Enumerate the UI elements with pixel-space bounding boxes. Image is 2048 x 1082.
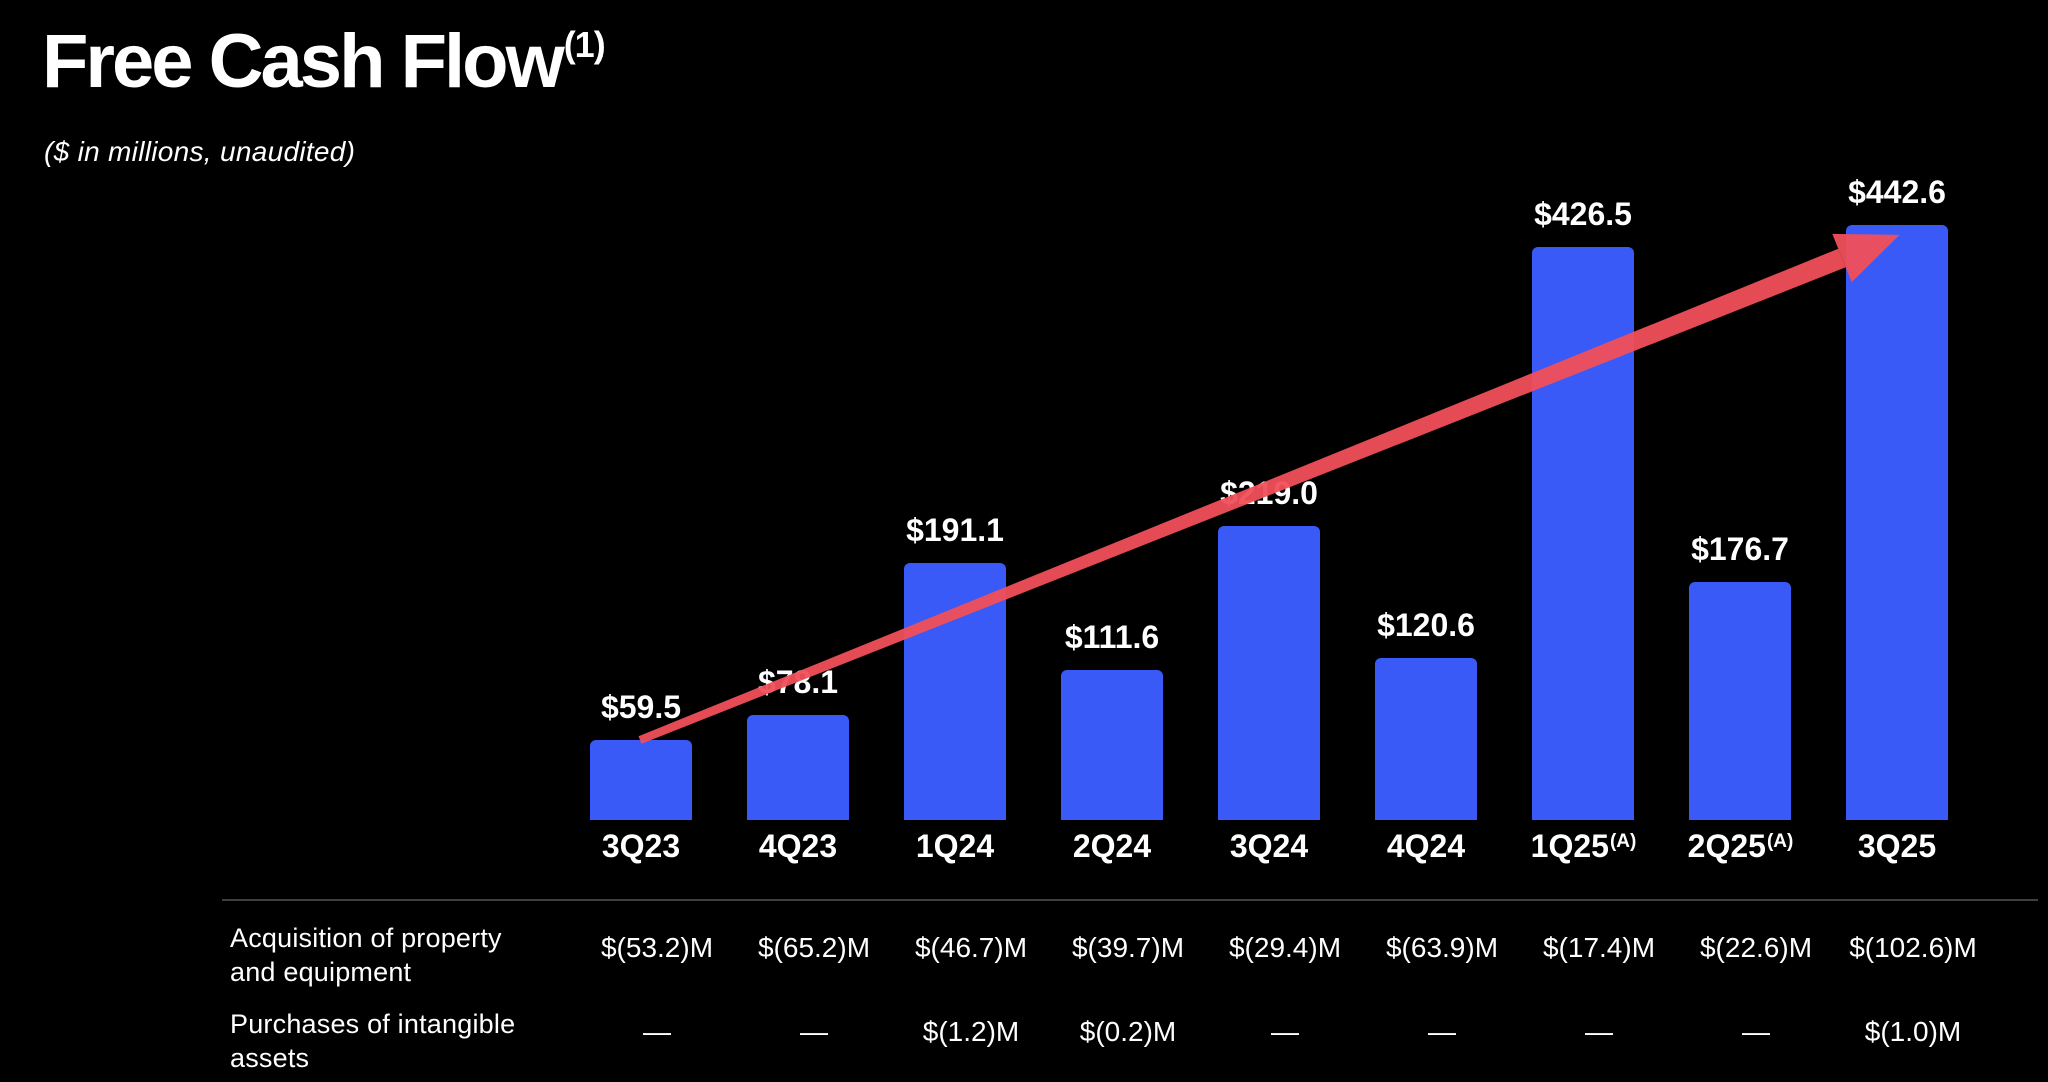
table-row-label: Purchases of intangible assets [230,1009,516,1073]
x-axis-label-text: 1Q24 [915,828,995,864]
bar-value-label: $426.5 [1534,195,1632,232]
x-axis-footnote-marker: (A) [1766,831,1794,853]
x-axis-label: 2Q24 [1073,828,1151,865]
title-text: Free Cash Flow [42,19,565,104]
x-axis-label: 1Q25(A) [1530,828,1637,865]
table-cell: $(53.2)M [600,932,714,963]
bar-3Q25 [1846,225,1948,820]
subtitle: ($ in millions, unaudited) [44,136,356,167]
page-title: Free Cash Flow(1) [42,18,606,105]
x-axis-label-text: 2Q24 [1072,828,1152,864]
x-axis-label-text: 3Q24 [1229,828,1309,864]
table-cell: — [1428,1016,1456,1047]
x-axis-label: 4Q24 [1387,828,1465,865]
table-cell: $(65.2)M [757,932,871,963]
table-cell: $(22.6)M [1699,932,1813,963]
x-axis-label: 1Q24 [916,828,994,865]
x-axis-label-text: 3Q25 [1857,828,1937,864]
table-cell: $(29.4)M [1228,932,1342,963]
x-axis-label-text: 4Q23 [758,828,838,864]
x-axis-label-text: 2Q25 [1687,828,1766,864]
table-cell: $(63.9)M [1385,932,1499,963]
x-axis-label-text: 3Q23 [601,828,681,864]
x-axis-label: 4Q23 [759,828,837,865]
table-cell: — [1742,1016,1770,1047]
x-axis-label: 3Q24 [1230,828,1308,865]
table-cell: $(1.0)M [1864,1016,1962,1047]
title-footnote-marker: (1) [563,24,606,65]
table-cell: $(0.2)M [1079,1016,1177,1047]
bar-value-label: $442.6 [1848,174,1946,210]
table-cell: $(102.6)M [1849,932,1977,963]
table-cell: $(1.2)M [922,1016,1020,1047]
table-divider [222,899,2038,901]
x-axis-label: 3Q25 [1858,828,1936,865]
bar-3Q23 [590,740,692,820]
table-row-label: Acquisition of property and equipment [230,923,502,987]
table-cell: — [1271,1016,1299,1047]
table-cell: $(17.4)M [1542,932,1656,963]
x-axis-label-text: 4Q24 [1386,828,1466,864]
x-axis-footnote-marker: (A) [1609,831,1637,853]
x-axis-label: 2Q25(A) [1687,828,1794,865]
table-cell: $(46.7)M [914,932,1028,963]
x-axis-label-text: 1Q25 [1530,828,1609,864]
table-cell: — [1585,1016,1613,1047]
x-axis-label: 3Q23 [602,828,680,865]
table-cell: — [643,1016,671,1047]
table-cell: $(39.7)M [1071,932,1185,963]
table-cell: — [800,1016,828,1047]
